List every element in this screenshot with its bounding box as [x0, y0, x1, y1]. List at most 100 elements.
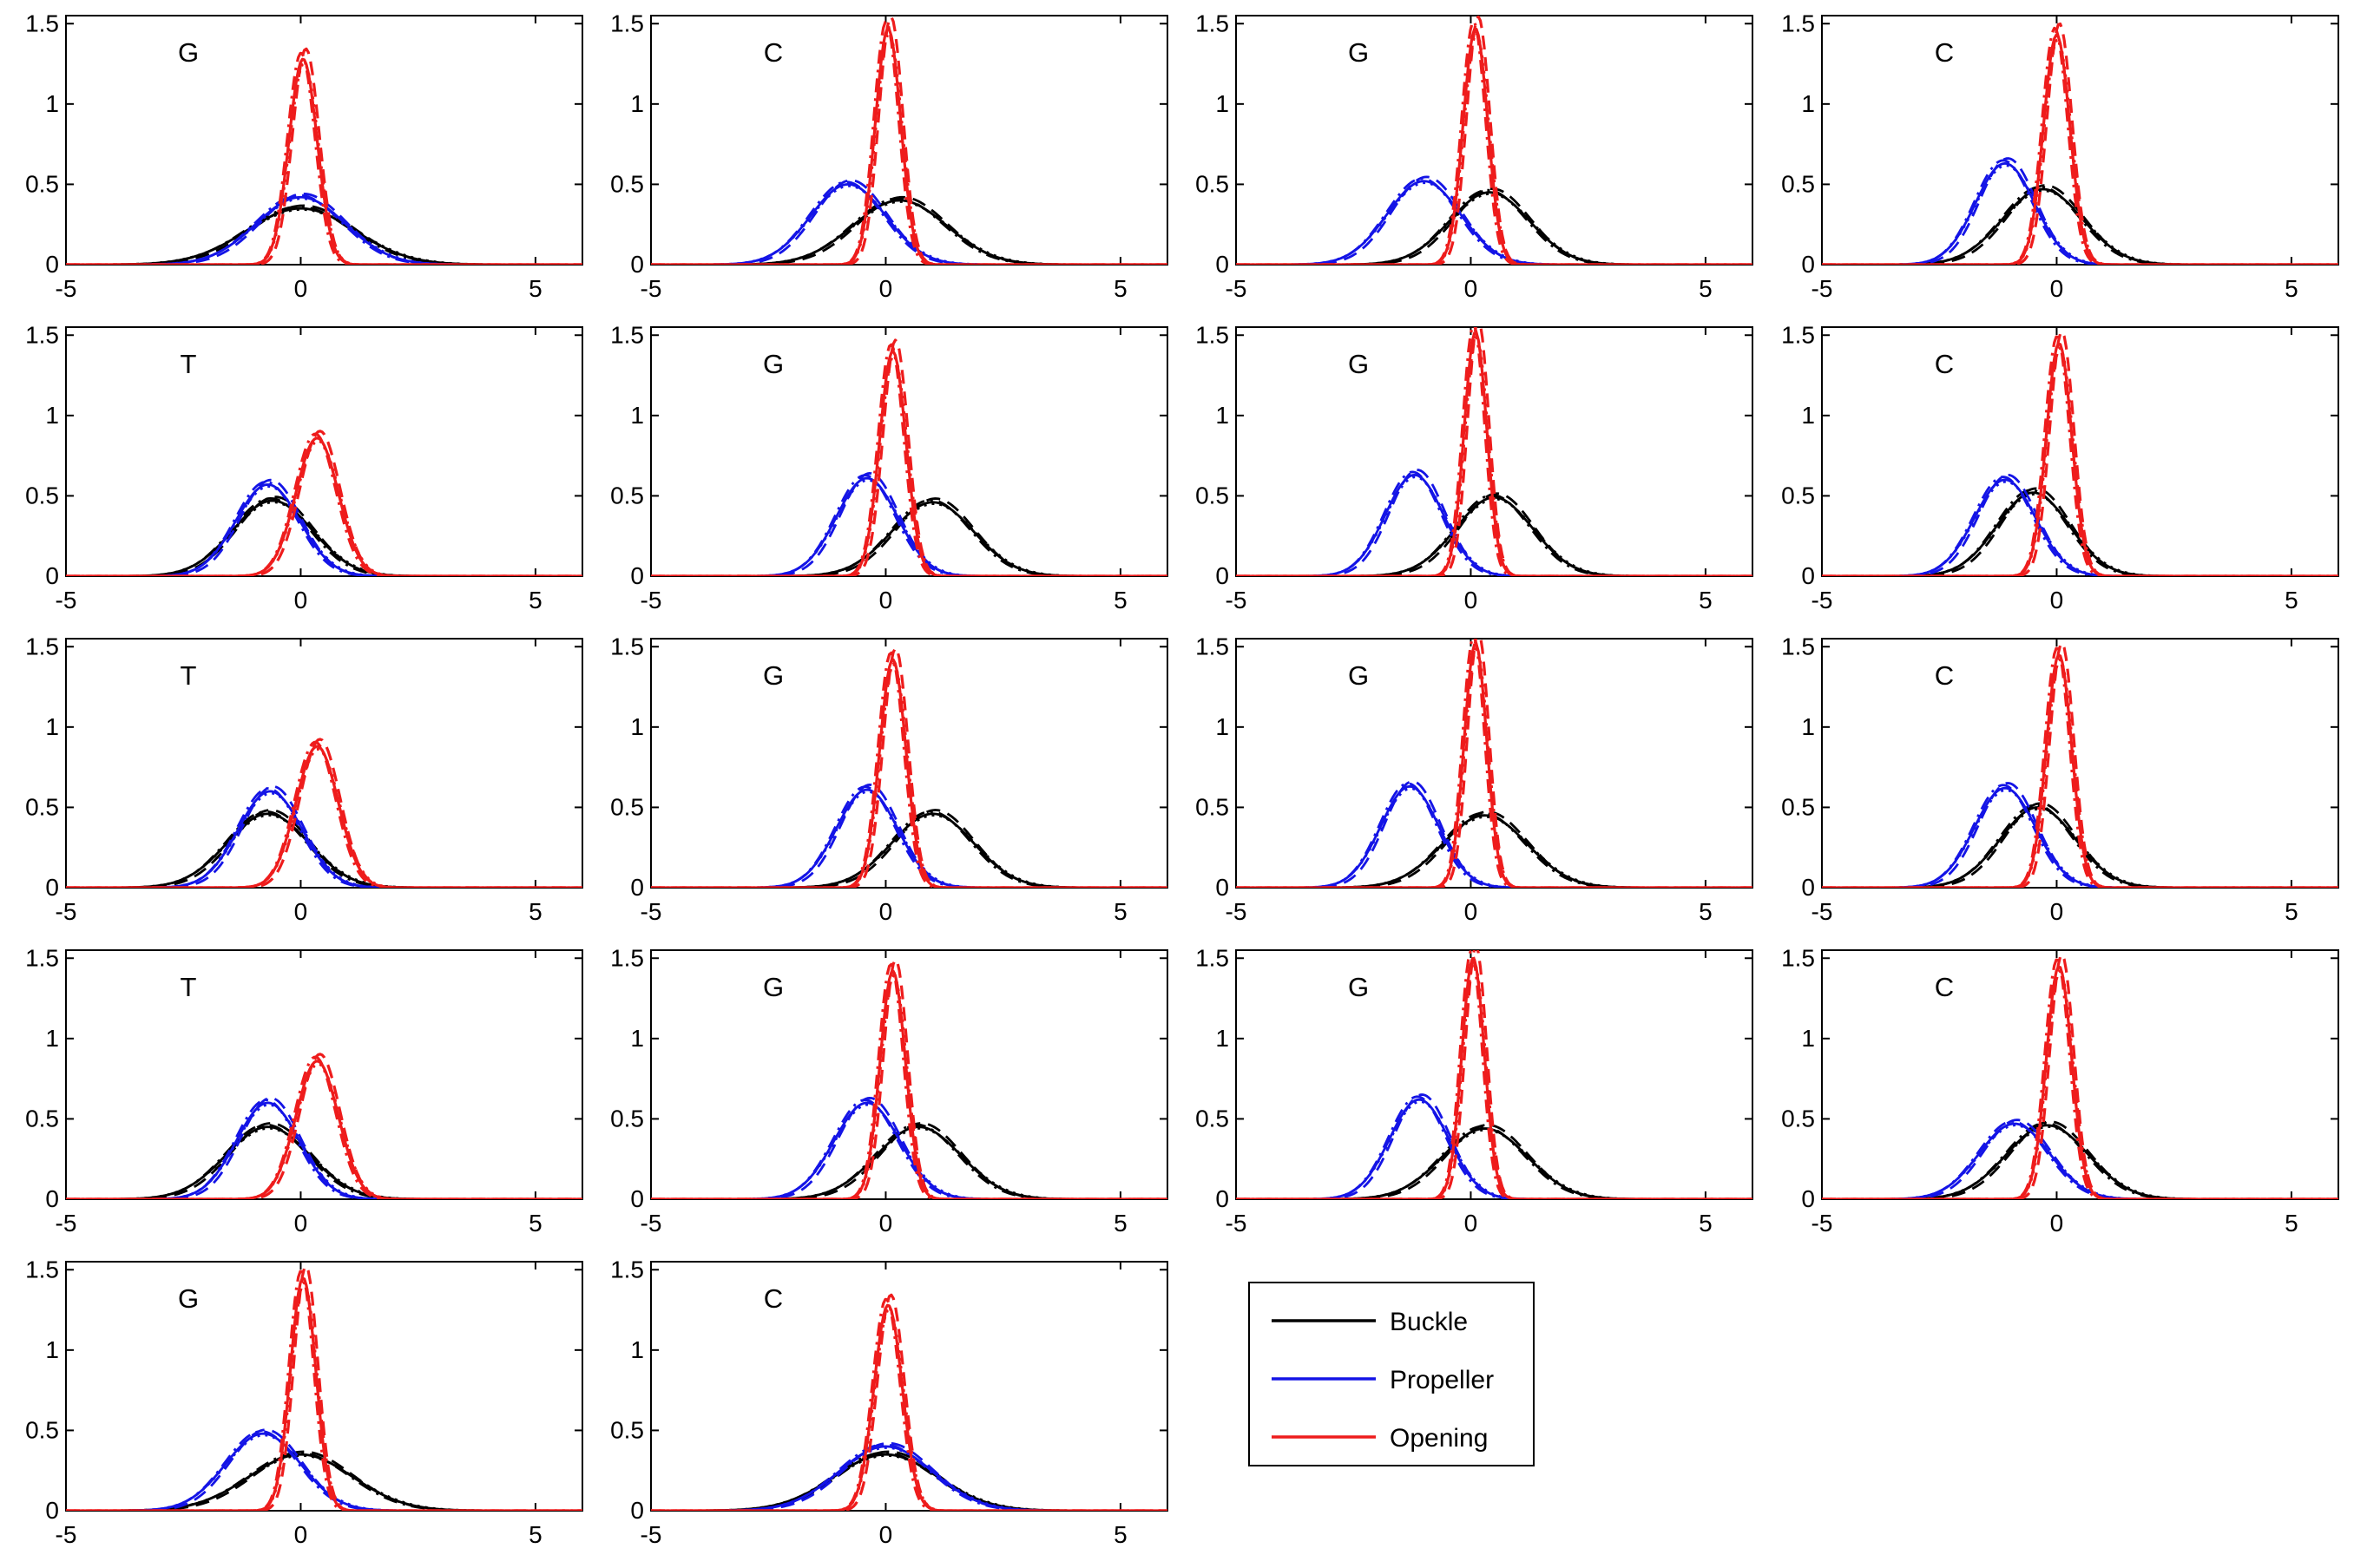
opening-curve-dashdot: [66, 1269, 582, 1511]
opening-curve-dashdot: [1822, 335, 2338, 576]
propeller-curve-dashed: [1236, 780, 1752, 888]
x-tick-label: -5: [56, 1521, 77, 1548]
y-tick-label: 0.5: [1195, 793, 1229, 820]
opening-curve-dashed: [1822, 641, 2338, 888]
y-tick-label: 0: [45, 562, 59, 589]
y-tick-label: 0: [1801, 562, 1815, 589]
y-tick-label: 1.5: [25, 10, 59, 36]
x-tick-label: 5: [1699, 275, 1713, 302]
x-tick-label: 0: [879, 1210, 893, 1237]
panel-8: 00.511.5-5 0 5C: [1781, 321, 2339, 613]
axes-frame: [1821, 638, 2339, 889]
base-label: G: [1348, 349, 1369, 379]
propeller-curve-dashed: [1822, 157, 2338, 265]
y-tick-label: 1.5: [1195, 10, 1229, 36]
base-label: G: [763, 972, 784, 1002]
x-tick-label: 0: [2050, 587, 2064, 613]
y-tick-label: 1: [630, 402, 644, 429]
x-tick-label: -5: [641, 898, 662, 925]
x-tick-label: 5: [1114, 587, 1128, 613]
y-tick-label: 0: [1801, 251, 1815, 278]
opening-curve-solid: [651, 658, 1167, 888]
buckle-curve-dotted: [66, 1126, 582, 1199]
y-tick-label: 0: [630, 1185, 644, 1212]
propeller-curve-dashed: [1236, 469, 1752, 576]
y-tick-label: 1.5: [1781, 944, 1815, 971]
x-tick-label: 0: [2050, 275, 2064, 302]
panel-9: 00.511.5-5 0 5T: [25, 633, 583, 925]
y-tick-label: 1.5: [25, 944, 59, 971]
base-label: T: [181, 660, 197, 691]
y-tick-label: 1: [1801, 713, 1815, 740]
y-tick-label: 1: [630, 713, 644, 740]
opening-curve-dashed: [651, 338, 1167, 576]
axes-frame: [1235, 15, 1753, 266]
x-tick-label: -5: [641, 587, 662, 613]
x-tick-label: 5: [1114, 275, 1128, 302]
x-tick-label: 5: [2285, 1210, 2298, 1237]
base-label: G: [763, 660, 784, 691]
x-tick-label: 5: [529, 1521, 542, 1548]
panel-5: 00.511.5-5 0 5T: [25, 321, 583, 613]
x-tick-label: 5: [529, 275, 542, 302]
opening-curve-dashed: [651, 958, 1167, 1199]
y-tick-label: 0.5: [1195, 1105, 1229, 1132]
y-tick-label: 1.5: [1195, 321, 1229, 348]
panel-7: 00.511.5-5 0 5G: [1195, 321, 1753, 613]
curves: [66, 430, 582, 576]
legend: Buckle Propeller Opening: [1248, 1282, 1535, 1466]
y-tick-label: 0.5: [1195, 482, 1229, 508]
y-tick-label: 0.5: [25, 170, 59, 197]
opening-curve-dashdot: [1822, 958, 2338, 1199]
y-tick-label: 0.5: [25, 1105, 59, 1132]
base-label: G: [1348, 660, 1369, 691]
y-tick-label: 0.5: [1781, 1105, 1815, 1132]
opening-curve-dashdot: [1822, 646, 2338, 888]
x-tick-label: -5: [1226, 898, 1247, 925]
base-label: C: [1935, 660, 1954, 691]
x-tick-label: -5: [1226, 275, 1247, 302]
panel-12: 00.511.5-5 0 5C: [1781, 633, 2339, 925]
opening-curve-dashdot: [1236, 327, 1752, 576]
opening-curve-dotted: [1822, 969, 2338, 1199]
x-tick-label: -5: [56, 587, 77, 613]
y-tick-label: 0: [1215, 874, 1229, 901]
y-tick-label: 1: [45, 1336, 59, 1363]
y-tick-label: 1.5: [1781, 633, 1815, 659]
panel-2: 00.511.5-5 0 5C: [610, 10, 1168, 302]
panel-10: 00.511.5-5 0 5G: [610, 633, 1168, 925]
y-tick-label: 0.5: [610, 1416, 644, 1443]
base-label: G: [178, 1283, 199, 1314]
y-tick-label: 0: [630, 251, 644, 278]
y-tick-label: 0: [1215, 1185, 1229, 1212]
y-tick-label: 1: [45, 90, 59, 117]
x-tick-label: 0: [294, 1521, 308, 1548]
y-tick-label: 0: [1801, 874, 1815, 901]
axes-frame: [65, 326, 583, 577]
panel-17: 00.511.5-5 0 5G: [25, 1256, 583, 1548]
opening-curve-solid: [1822, 33, 2338, 265]
axes-frame: [65, 1261, 583, 1512]
opening-curve-solid: [651, 350, 1167, 576]
opening-curve-solid: [66, 436, 582, 576]
curves: [651, 16, 1167, 265]
x-tick-label: 5: [1114, 1521, 1128, 1548]
propeller-curve-dashed: [651, 1096, 1167, 1199]
legend-label-propeller: Propeller: [1390, 1366, 1494, 1394]
propeller-curve-dashed: [651, 472, 1167, 576]
y-tick-label: 1.5: [1781, 321, 1815, 348]
x-tick-label: 5: [2285, 275, 2298, 302]
x-tick-label: 0: [879, 1521, 893, 1548]
opening-curve-dotted: [1822, 346, 2338, 576]
x-tick-label: -5: [641, 275, 662, 302]
y-tick-label: 0.5: [1195, 170, 1229, 197]
x-tick-label: 5: [2285, 898, 2298, 925]
y-tick-label: 1: [1801, 402, 1815, 429]
x-tick-label: 0: [1464, 587, 1478, 613]
axes-frame: [65, 638, 583, 889]
propeller-curve-dashed: [66, 1428, 582, 1511]
opening-curve-dashed: [66, 1053, 582, 1199]
y-tick-label: 1: [45, 1025, 59, 1052]
axes-frame: [1235, 638, 1753, 889]
y-tick-label: 0.5: [1781, 793, 1815, 820]
